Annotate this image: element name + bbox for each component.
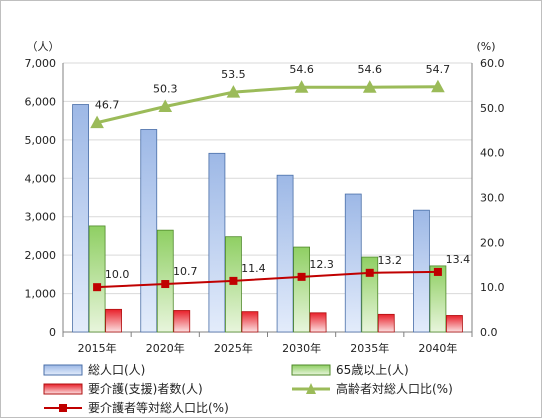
care-ratio-data-label: 11.4 <box>241 262 266 275</box>
care-ratio-data-label: 10.7 <box>173 265 198 278</box>
x-tick-label: 2020年 <box>146 341 185 355</box>
legend: 総人口(人) 65歳以上(人) 要介護(支援)者数(人) 高齢者対総人口比(%) 要介護… <box>43 363 453 415</box>
care-ratio-point <box>229 276 238 285</box>
total-population-bar <box>72 104 89 333</box>
elderly-ratio-data-label: 54.7 <box>426 63 451 76</box>
x-tick-label: 2015年 <box>78 341 117 355</box>
elderly-ratio-data-label: 54.6 <box>289 63 314 76</box>
care-ratio-point <box>365 268 374 277</box>
legend-care-ratio-label: 要介護者等対総人口比(%) <box>88 400 229 415</box>
y-left-tick-label: 0 <box>49 326 56 339</box>
legend-elderly-ratio-marker <box>306 383 316 394</box>
age65-bar <box>429 265 447 333</box>
y-right-tick-label: 60.0 <box>480 57 505 70</box>
legend-total-population-label: 総人口(人) <box>88 363 145 377</box>
y-left-tick-label: 1,000 <box>25 288 57 301</box>
legend-age65-label: 65歳以上(人) <box>336 363 409 377</box>
care-needed-bar <box>309 312 327 333</box>
legend-age65-swatch <box>291 364 331 376</box>
elderly-ratio-line <box>96 85 438 125</box>
care-ratio-point <box>161 280 170 289</box>
elderly-ratio-point <box>158 99 173 112</box>
y-left-tick-label: 4,000 <box>25 172 57 185</box>
elderly-ratio-point <box>90 115 104 129</box>
care-ratio-data-label: 10.0 <box>105 268 130 281</box>
total-population-bar <box>344 193 362 333</box>
care-needed-bar <box>173 310 191 333</box>
elderly-ratio-data-label: 53.5 <box>221 68 246 81</box>
care-needed-bar <box>241 311 259 333</box>
care-needed-bar <box>105 308 122 333</box>
age65-bar <box>88 225 106 333</box>
legend-care-needed-swatch <box>43 383 83 395</box>
care-needed-bar <box>446 315 463 333</box>
y-right-tick-label: 10.0 <box>480 281 505 294</box>
elderly-ratio-point <box>431 79 445 93</box>
care-ratio-point <box>93 283 102 292</box>
x-tick-label: 2030年 <box>282 341 321 355</box>
care-ratio-line <box>97 270 438 289</box>
care-ratio-data-label: 13.4 <box>446 253 471 266</box>
care-needed-bar <box>377 313 395 333</box>
total-population-bar <box>208 152 226 333</box>
legend-care-needed-label: 要介護(支援)者数(人) <box>88 381 203 396</box>
y-right-tick-label: 50.0 <box>480 102 505 115</box>
y-left-tick-label: 7,000 <box>25 57 57 70</box>
y-right-unit-label: (%) <box>476 40 495 53</box>
x-tick-label: 2040年 <box>418 341 457 355</box>
y-right-tick-label: 40.0 <box>480 147 505 160</box>
care-ratio-point <box>297 272 306 281</box>
y-left-tick-label: 6,000 <box>25 95 57 108</box>
y-right-tick-label: 30.0 <box>480 192 505 205</box>
legend-elderly-ratio-label: 高齢者対総人口比(%) <box>336 381 453 396</box>
y-left-tick-label: 5,000 <box>25 134 57 147</box>
care-ratio-data-label: 13.2 <box>378 254 403 267</box>
elderly-ratio-data-label: 50.3 <box>153 82 178 95</box>
age65-bar <box>293 246 310 333</box>
elderly-ratio-point <box>226 85 241 98</box>
elderly-ratio-point <box>362 80 377 93</box>
y-left-tick-label: 2,000 <box>25 249 57 262</box>
axes: 0 1,000 2,000 3,000 4,000 5,000 6,000 7,000 0.0 1… <box>25 40 505 355</box>
x-tick-label: 2035年 <box>350 341 389 355</box>
total-population-bar <box>140 129 158 333</box>
elderly-ratio-data-label: 54.6 <box>358 63 383 76</box>
data-labels: 46.7 50.3 53.5 54.6 54.6 54.7 10.0 10.7 11.4 12.3… <box>95 63 470 281</box>
y-right-tick-label: 0.0 <box>480 326 498 339</box>
y-right-tick-label: 20.0 <box>480 236 505 249</box>
care-ratio-data-label: 12.3 <box>309 258 334 271</box>
line-series <box>90 79 445 292</box>
elderly-ratio-point <box>294 80 309 93</box>
age65-bar <box>361 256 379 333</box>
x-tick-label: 2025年 <box>214 341 253 355</box>
y-left-tick-label: 3,000 <box>25 211 57 224</box>
y-left-unit-label: （人） <box>27 40 60 53</box>
legend-care-ratio-marker <box>59 404 67 412</box>
total-population-bar <box>276 174 294 333</box>
care-ratio-point <box>433 267 442 276</box>
elderly-ratio-data-label: 46.7 <box>95 99 120 112</box>
legend-total-population-swatch <box>43 364 83 376</box>
